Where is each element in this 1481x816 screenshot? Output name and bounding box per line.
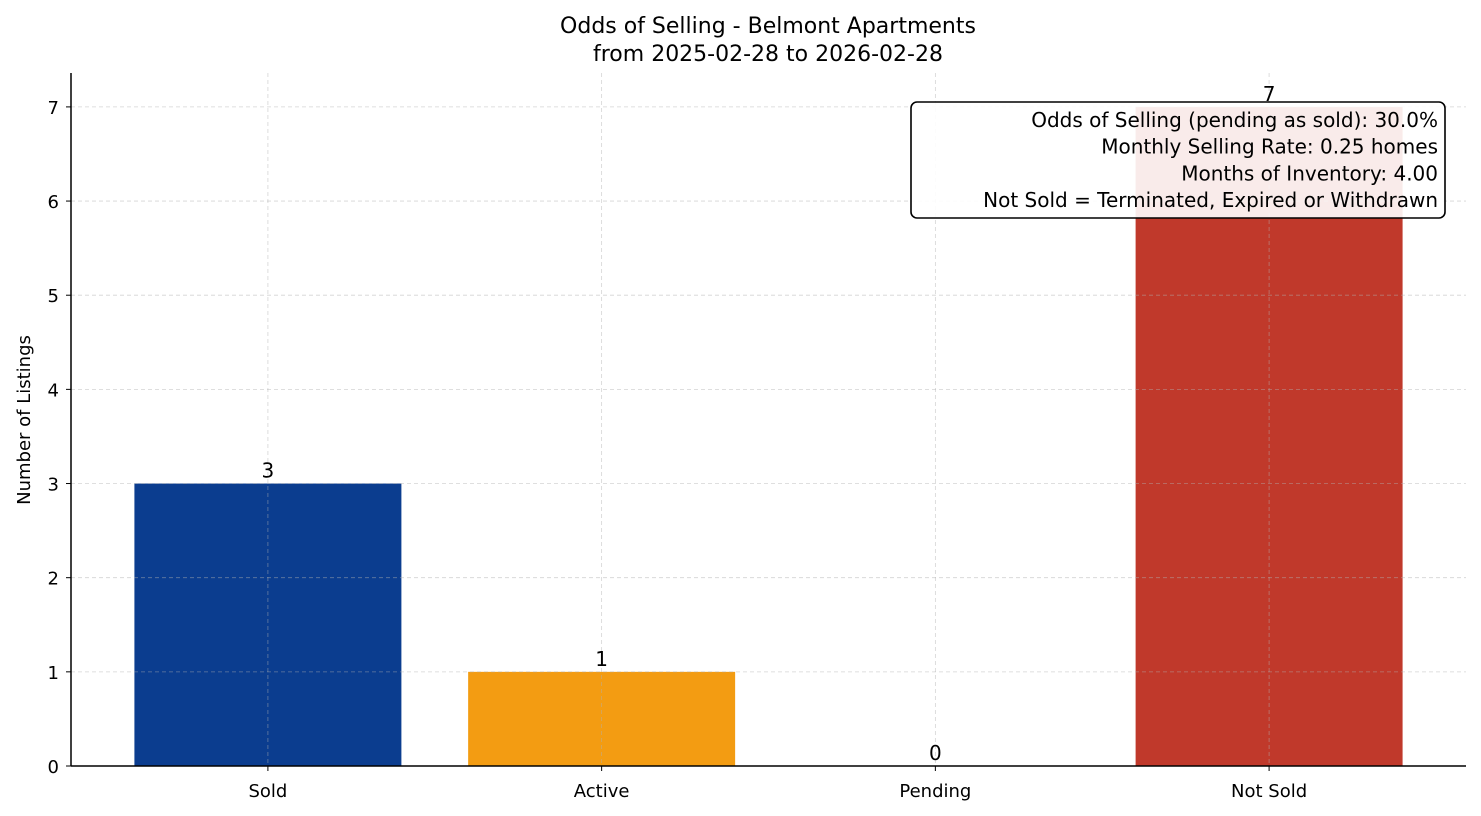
data-label: 0 bbox=[929, 741, 942, 765]
y-tick-label: 7 bbox=[48, 98, 59, 119]
data-label: 7 bbox=[1263, 82, 1276, 106]
x-tick-label: Pending bbox=[899, 781, 971, 802]
annotation-line: Not Sold = Terminated, Expired or Withdr… bbox=[983, 188, 1438, 212]
annotation-line: Monthly Selling Rate: 0.25 homes bbox=[1101, 135, 1438, 159]
y-tick-label: 6 bbox=[48, 192, 59, 213]
x-tick-label: Not Sold bbox=[1231, 781, 1307, 802]
y-tick-label: 3 bbox=[48, 475, 59, 496]
data-label: 3 bbox=[262, 459, 275, 483]
y-tick-label: 4 bbox=[48, 380, 59, 401]
y-tick-label: 2 bbox=[48, 569, 59, 590]
annotation-line: Odds of Selling (pending as sold): 30.0% bbox=[1031, 108, 1438, 132]
x-tick-label: Sold bbox=[248, 781, 287, 802]
x-tick-label: Active bbox=[574, 781, 630, 802]
data-label: 1 bbox=[595, 647, 608, 671]
y-tick-label: 1 bbox=[48, 663, 59, 684]
chart-title: Odds of Selling - Belmont Apartments bbox=[560, 14, 976, 39]
annotation-box bbox=[910, 101, 1446, 219]
y-axis-label: Number of Listings bbox=[14, 335, 35, 505]
annotation-line: Months of Inventory: 4.00 bbox=[1181, 161, 1438, 185]
y-tick-label: 0 bbox=[48, 757, 59, 778]
bar-sold bbox=[134, 483, 402, 766]
chart-subtitle: from 2025-02-28 to 2026-02-28 bbox=[593, 42, 943, 67]
y-tick-label: 5 bbox=[48, 286, 59, 307]
